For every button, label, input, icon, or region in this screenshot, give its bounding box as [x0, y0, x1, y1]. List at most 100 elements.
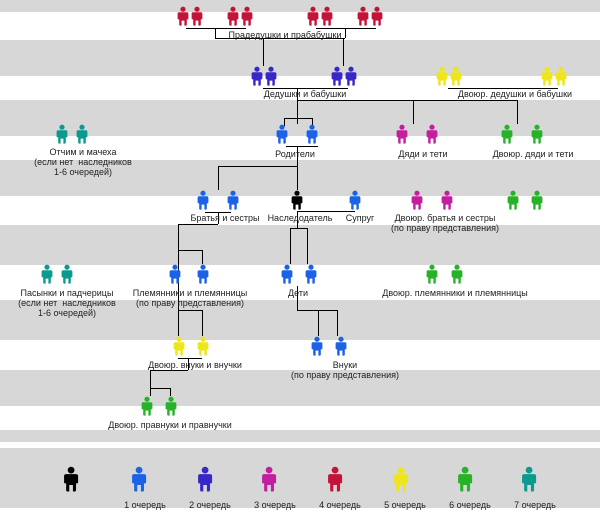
person-icon: [554, 66, 568, 86]
connector-line: [218, 166, 298, 167]
connector-line: [297, 166, 298, 190]
connector-line: [297, 100, 517, 101]
person-icon: [306, 6, 320, 26]
person-icon: [310, 336, 324, 356]
legend-person-icon: [520, 466, 538, 492]
connector-line: [150, 388, 170, 389]
person-icon: [330, 66, 344, 86]
label-lg2: 2 очередь: [180, 500, 240, 510]
person-icon: [168, 264, 182, 284]
label-lg7: 7 очередь: [505, 500, 565, 510]
legend-person-icon: [260, 466, 278, 492]
person-icon: [344, 66, 358, 86]
person-icon: [275, 124, 289, 144]
person-icon: [530, 124, 544, 144]
person-icon: [196, 190, 210, 210]
connector-line: [517, 100, 518, 124]
label-l3: Двоюр. дедушки и бабушки: [440, 89, 590, 99]
connector-line: [413, 100, 414, 124]
label-l13: Племянники и племянницы (по праву предст…: [125, 288, 255, 308]
person-icon: [320, 6, 334, 26]
label-lg6: 6 очередь: [440, 500, 500, 510]
connector-line: [316, 28, 376, 29]
person-icon: [500, 124, 514, 144]
legend-person-icon: [326, 466, 344, 492]
connector-line: [297, 211, 355, 212]
label-l1: Прадедушки и прабабушки: [215, 30, 355, 40]
connector-line: [343, 38, 344, 66]
person-icon: [506, 190, 520, 210]
person-icon: [450, 264, 464, 284]
label-lg5: 5 очередь: [375, 500, 435, 510]
person-icon: [540, 66, 554, 86]
person-icon: [60, 264, 74, 284]
connector-line: [290, 228, 308, 229]
connector-line: [284, 118, 312, 119]
label-l8: Братья и сестры: [180, 213, 270, 223]
connector-line: [202, 250, 203, 264]
connector-line: [263, 38, 264, 66]
connector-line: [150, 370, 188, 371]
label-l17: Внуки (по праву представления): [285, 360, 405, 380]
person-icon: [334, 336, 348, 356]
label-l5: Родители: [265, 149, 325, 159]
connector-line: [170, 388, 171, 396]
connector-line: [178, 310, 202, 311]
person-icon: [196, 336, 210, 356]
connector-line: [307, 228, 308, 264]
person-icon: [55, 124, 69, 144]
connector-line: [178, 250, 202, 251]
connector-line: [297, 310, 337, 311]
label-l11: Двоюр. братья и сестры (по праву предста…: [385, 213, 505, 233]
connector-line: [178, 224, 179, 264]
person-icon: [395, 124, 409, 144]
connector-line: [178, 224, 218, 225]
background-band: [0, 40, 600, 76]
person-icon: [172, 336, 186, 356]
background-band: [0, 448, 600, 508]
person-icon: [370, 6, 384, 26]
connector-line: [186, 28, 246, 29]
background-band: [0, 225, 600, 265]
person-icon: [440, 190, 454, 210]
legend-person-icon: [62, 466, 80, 492]
person-icon: [290, 190, 304, 210]
person-icon: [264, 66, 278, 86]
person-icon: [140, 396, 154, 416]
legend-person-icon: [196, 466, 214, 492]
person-icon: [305, 124, 319, 144]
label-l7: Двоюр. дяди и тети: [478, 149, 588, 159]
legend-person-icon: [456, 466, 474, 492]
label-l2: Дедушки и бабушки: [250, 89, 360, 99]
connector-line: [318, 310, 319, 336]
person-icon: [190, 6, 204, 26]
person-icon: [250, 66, 264, 86]
person-icon: [226, 190, 240, 210]
connector-line: [178, 310, 179, 336]
label-l6: Дяди и тети: [388, 149, 458, 159]
connector-line: [286, 146, 318, 147]
label-l9: Наследодатель: [260, 213, 340, 223]
connector-line: [337, 310, 338, 336]
person-icon: [304, 264, 318, 284]
background-band: [0, 430, 600, 442]
person-icon: [164, 396, 178, 416]
label-l4: Отчим и мачеха (если нет наследников 1-6…: [28, 147, 138, 177]
label-lg1: 1 очередь: [115, 500, 175, 510]
connector-line: [178, 358, 202, 359]
label-l16: Двоюр. внуки и внучки: [130, 360, 260, 370]
person-icon: [449, 66, 463, 86]
person-icon: [280, 264, 294, 284]
person-icon: [348, 190, 362, 210]
person-icon: [530, 190, 544, 210]
legend-person-icon: [130, 466, 148, 492]
person-icon: [40, 264, 54, 284]
person-icon: [196, 264, 210, 284]
connector-line: [290, 228, 291, 264]
label-l15: Двоюр. племянники и племянницы: [370, 288, 540, 298]
person-icon: [240, 6, 254, 26]
person-icon: [425, 124, 439, 144]
label-l14: Дети: [278, 288, 318, 298]
label-lg4: 4 очередь: [310, 500, 370, 510]
connector-line: [202, 310, 203, 336]
